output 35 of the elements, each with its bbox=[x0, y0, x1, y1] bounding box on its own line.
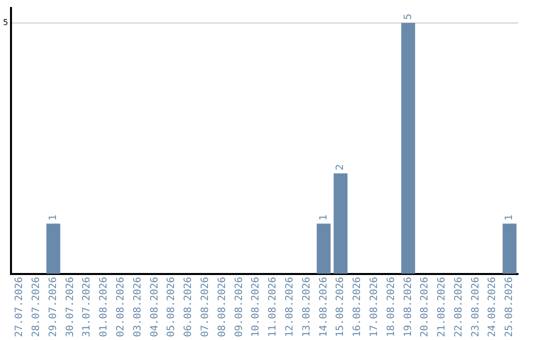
x-tick-label: 08.08.2026 bbox=[216, 276, 228, 338]
x-tick-label: 27.07.2026 bbox=[14, 276, 26, 338]
x-tick-label: 19.08.2026 bbox=[402, 276, 414, 338]
x-tick-label: 30.07.2026 bbox=[64, 276, 76, 338]
data-label: 5 bbox=[402, 13, 414, 20]
data-label: 1 bbox=[318, 214, 330, 221]
x-tick-label: 25.08.2026 bbox=[504, 276, 516, 338]
x-tick-label: 21.08.2026 bbox=[436, 276, 448, 338]
x-tick-label: 09.08.2026 bbox=[234, 276, 245, 338]
x-tick-label: 24.08.2026 bbox=[487, 276, 498, 338]
data-label: 2 bbox=[335, 164, 346, 170]
x-tick-label: 10.08.2026 bbox=[250, 276, 262, 338]
x-tick-label: 22.08.2026 bbox=[453, 276, 464, 338]
x-tick-label: 12.08.2026 bbox=[284, 276, 296, 338]
x-tick-label: 29.07.2026 bbox=[48, 276, 59, 338]
data-label: 1 bbox=[48, 214, 59, 221]
x-tick-label: 05.08.2026 bbox=[166, 276, 178, 338]
x-tick-label: 28.07.2026 bbox=[31, 276, 42, 338]
x-tick-label: 18.08.2026 bbox=[386, 276, 397, 338]
x-tick-label: 01.08.2026 bbox=[98, 276, 110, 338]
x-tick-label: 23.08.2026 bbox=[470, 276, 482, 338]
x-tick-label: 13.08.2026 bbox=[301, 276, 312, 338]
x-tick-label: 02.08.2026 bbox=[116, 276, 127, 338]
x-tick-label: 17.08.2026 bbox=[368, 276, 380, 338]
data-label: 1 bbox=[504, 214, 516, 221]
x-tick-label: 15.08.2026 bbox=[335, 276, 346, 338]
x-tick-label: 16.08.2026 bbox=[352, 276, 364, 338]
x-tick-label: 04.08.2026 bbox=[149, 276, 160, 338]
x-tick-label: 20.08.2026 bbox=[420, 276, 431, 338]
x-tick-label: 31.07.2026 bbox=[82, 276, 93, 338]
x-tick-label: 11.08.2026 bbox=[268, 276, 279, 338]
x-tick-label: 03.08.2026 bbox=[132, 276, 144, 338]
x-tick-label: 07.08.2026 bbox=[200, 276, 211, 338]
x-tick-label: 06.08.2026 bbox=[183, 276, 194, 338]
x-tick-label: 14.08.2026 bbox=[318, 276, 330, 338]
